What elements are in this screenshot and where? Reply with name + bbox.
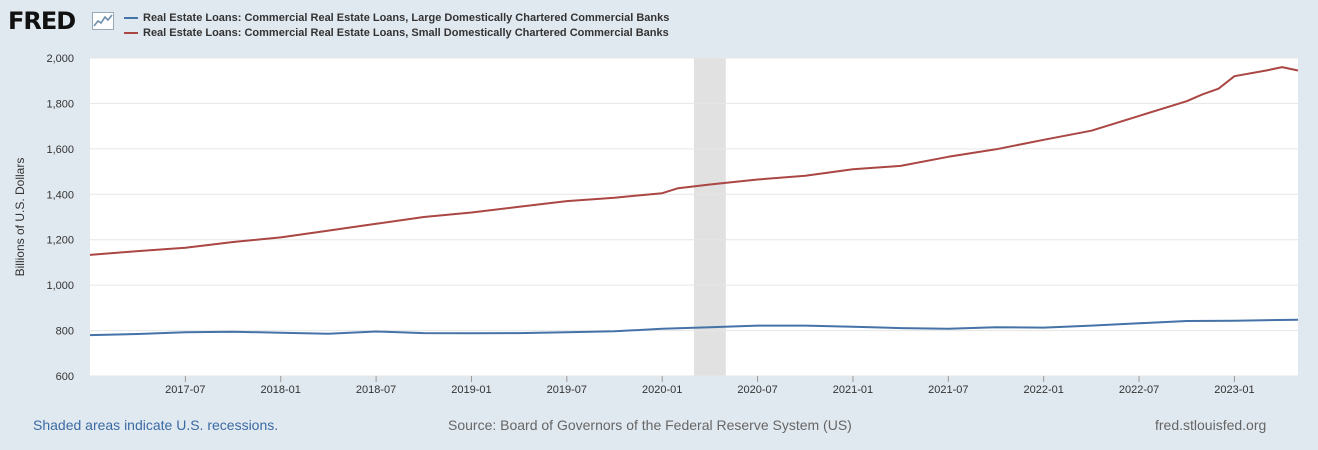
recession-note: Shaded areas indicate U.S. recessions. — [33, 417, 279, 433]
y-tick-label-5: 1,600 — [46, 144, 74, 156]
legend-swatch-small-banks — [124, 32, 138, 35]
series-line-1 — [89, 66, 1299, 256]
x-tick-label-0: 2017-07 — [165, 384, 205, 396]
fred-logo[interactable]: FRED — [8, 6, 118, 36]
legend-entry-large-banks[interactable]: Real Estate Loans: Commercial Real Estat… — [124, 12, 669, 24]
x-tick-label-5: 2020-01 — [642, 384, 682, 396]
x-tick-label-6: 2020-07 — [737, 384, 777, 396]
site-link[interactable]: fred.stlouisfed.org — [1155, 417, 1267, 433]
y-tick-label-4: 1,400 — [46, 189, 74, 201]
x-tick-label-2: 2018-07 — [356, 384, 396, 396]
legend-swatch-large-banks — [124, 17, 138, 20]
x-tick-label-3: 2019-01 — [451, 384, 491, 396]
y-tick-label-0: 600 — [56, 371, 74, 383]
y-axis-label: Billions of U.S. Dollars — [13, 158, 27, 277]
fred-logo-text: FRED — [8, 7, 76, 35]
x-tick-label-10: 2022-07 — [1119, 384, 1159, 396]
y-tick-label-3: 1,200 — [46, 235, 74, 247]
legend-label-small-banks: Real Estate Loans: Commercial Real Estat… — [143, 27, 669, 39]
x-tick-label-7: 2021-01 — [833, 384, 873, 396]
source-note: Source: Board of Governors of the Federa… — [448, 417, 852, 433]
legend-label-large-banks: Real Estate Loans: Commercial Real Estat… — [143, 12, 670, 24]
x-tick-label-11: 2023-01 — [1214, 384, 1254, 396]
legend-entry-small-banks[interactable]: Real Estate Loans: Commercial Real Estat… — [124, 27, 669, 39]
y-tick-label-2: 1,000 — [46, 280, 74, 292]
series-line-0 — [89, 318, 1299, 337]
x-tick-label-8: 2021-07 — [928, 384, 968, 396]
x-tick-label-9: 2022-01 — [1023, 384, 1063, 396]
chart-line-icon — [92, 12, 114, 30]
y-tick-label-6: 1,800 — [46, 98, 74, 110]
x-tick-label-4: 2019-07 — [547, 384, 587, 396]
x-tick-label-1: 2018-01 — [261, 384, 301, 396]
recession-shade-0 — [694, 58, 726, 376]
line-chart: 600 800 1,000 1,200 1,400 1,600 1,800 2,000 2017… — [13, 53, 1299, 396]
y-tick-label-1: 800 — [56, 326, 74, 338]
y-tick-label-7: 2,000 — [46, 53, 74, 65]
